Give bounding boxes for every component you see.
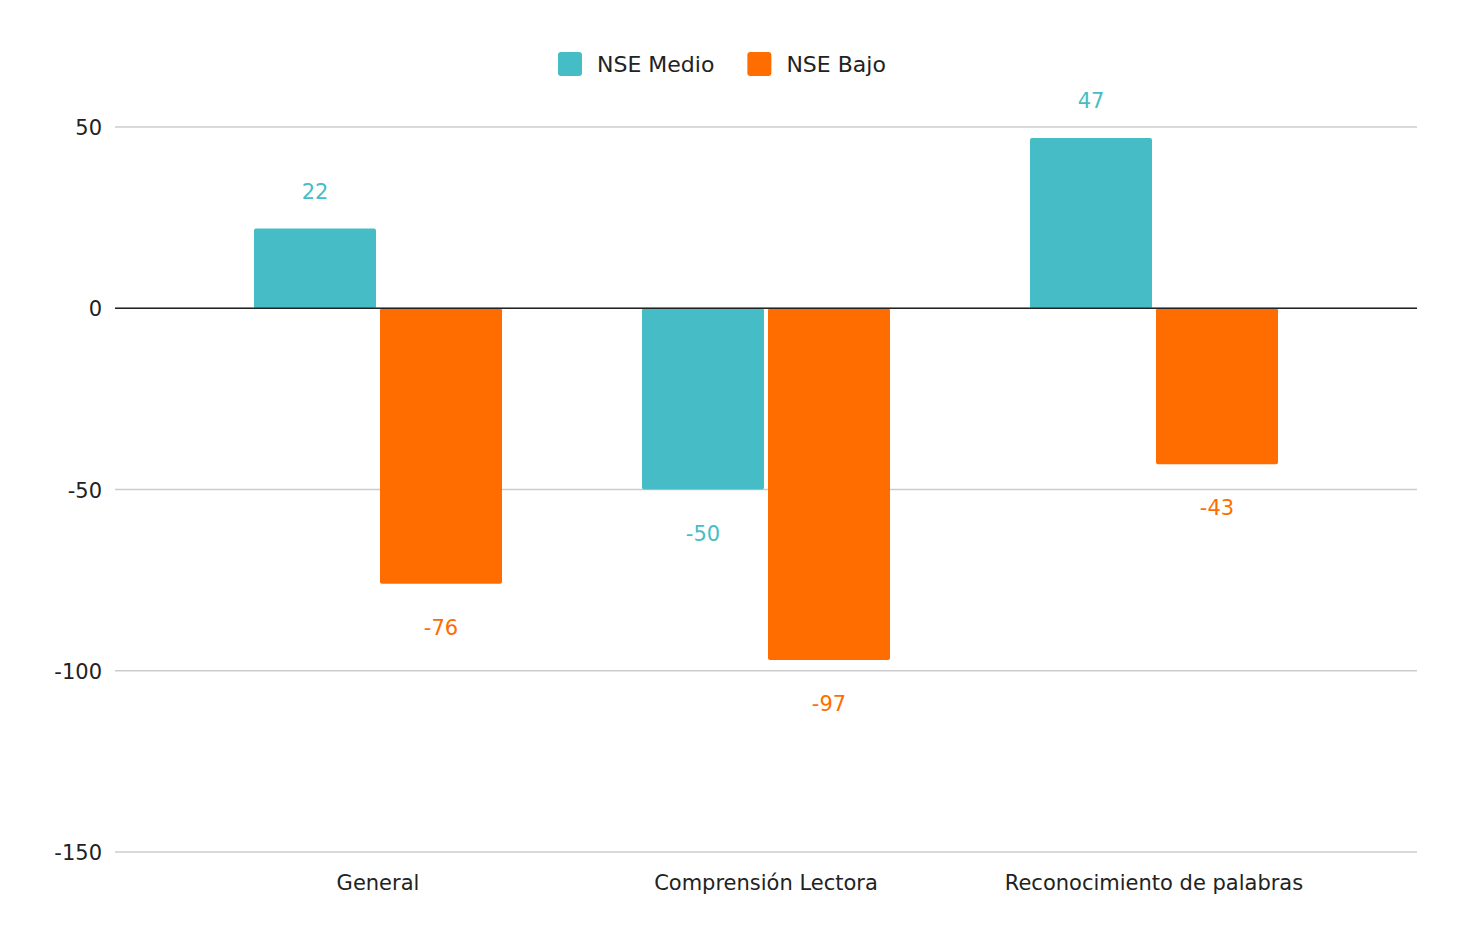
y-tick-label: -50 bbox=[68, 479, 102, 503]
data-label: -43 bbox=[1200, 496, 1234, 520]
x-tick-label: General bbox=[337, 871, 420, 895]
bar bbox=[1030, 138, 1152, 308]
grid-line bbox=[115, 670, 1417, 672]
bars bbox=[254, 138, 1278, 660]
grid-line bbox=[115, 489, 1417, 491]
y-tick-label: 0 bbox=[89, 297, 102, 321]
chart-svg: -150 -100 -50 0 50 22 -50 47 -76 -97 -43 General Com… bbox=[0, 0, 1464, 944]
legend-label: NSE Medio bbox=[597, 52, 714, 77]
y-tick-label: -150 bbox=[54, 841, 102, 865]
grid bbox=[115, 127, 1417, 852]
x-tick-label: Reconocimiento de palabras bbox=[1005, 871, 1303, 895]
data-label: 22 bbox=[302, 180, 329, 204]
bar bbox=[642, 308, 764, 489]
grid-line bbox=[115, 126, 1417, 128]
bar bbox=[380, 308, 502, 584]
grid-line bbox=[115, 851, 1417, 853]
data-label: 47 bbox=[1078, 89, 1105, 113]
legend: NSE Medio NSE Bajo bbox=[558, 52, 886, 77]
data-label: -76 bbox=[424, 616, 458, 640]
legend-swatch bbox=[558, 52, 582, 76]
legend-swatch bbox=[747, 52, 771, 76]
data-labels: 22 -50 47 -76 -97 -43 bbox=[302, 89, 1235, 716]
y-tick-label: 50 bbox=[75, 116, 102, 140]
bar bbox=[768, 308, 890, 660]
chart-container: -150 -100 -50 0 50 22 -50 47 -76 -97 -43 General Com… bbox=[0, 0, 1464, 944]
x-tick-label: Comprensión Lectora bbox=[654, 871, 878, 895]
data-label: -97 bbox=[812, 692, 846, 716]
bar bbox=[1156, 308, 1278, 464]
bar bbox=[254, 229, 376, 309]
grid-line bbox=[115, 308, 1417, 310]
zero-axis-line bbox=[115, 308, 1417, 310]
y-tick-label: -100 bbox=[54, 660, 102, 684]
data-label: -50 bbox=[686, 522, 720, 546]
legend-label: NSE Bajo bbox=[786, 52, 885, 77]
